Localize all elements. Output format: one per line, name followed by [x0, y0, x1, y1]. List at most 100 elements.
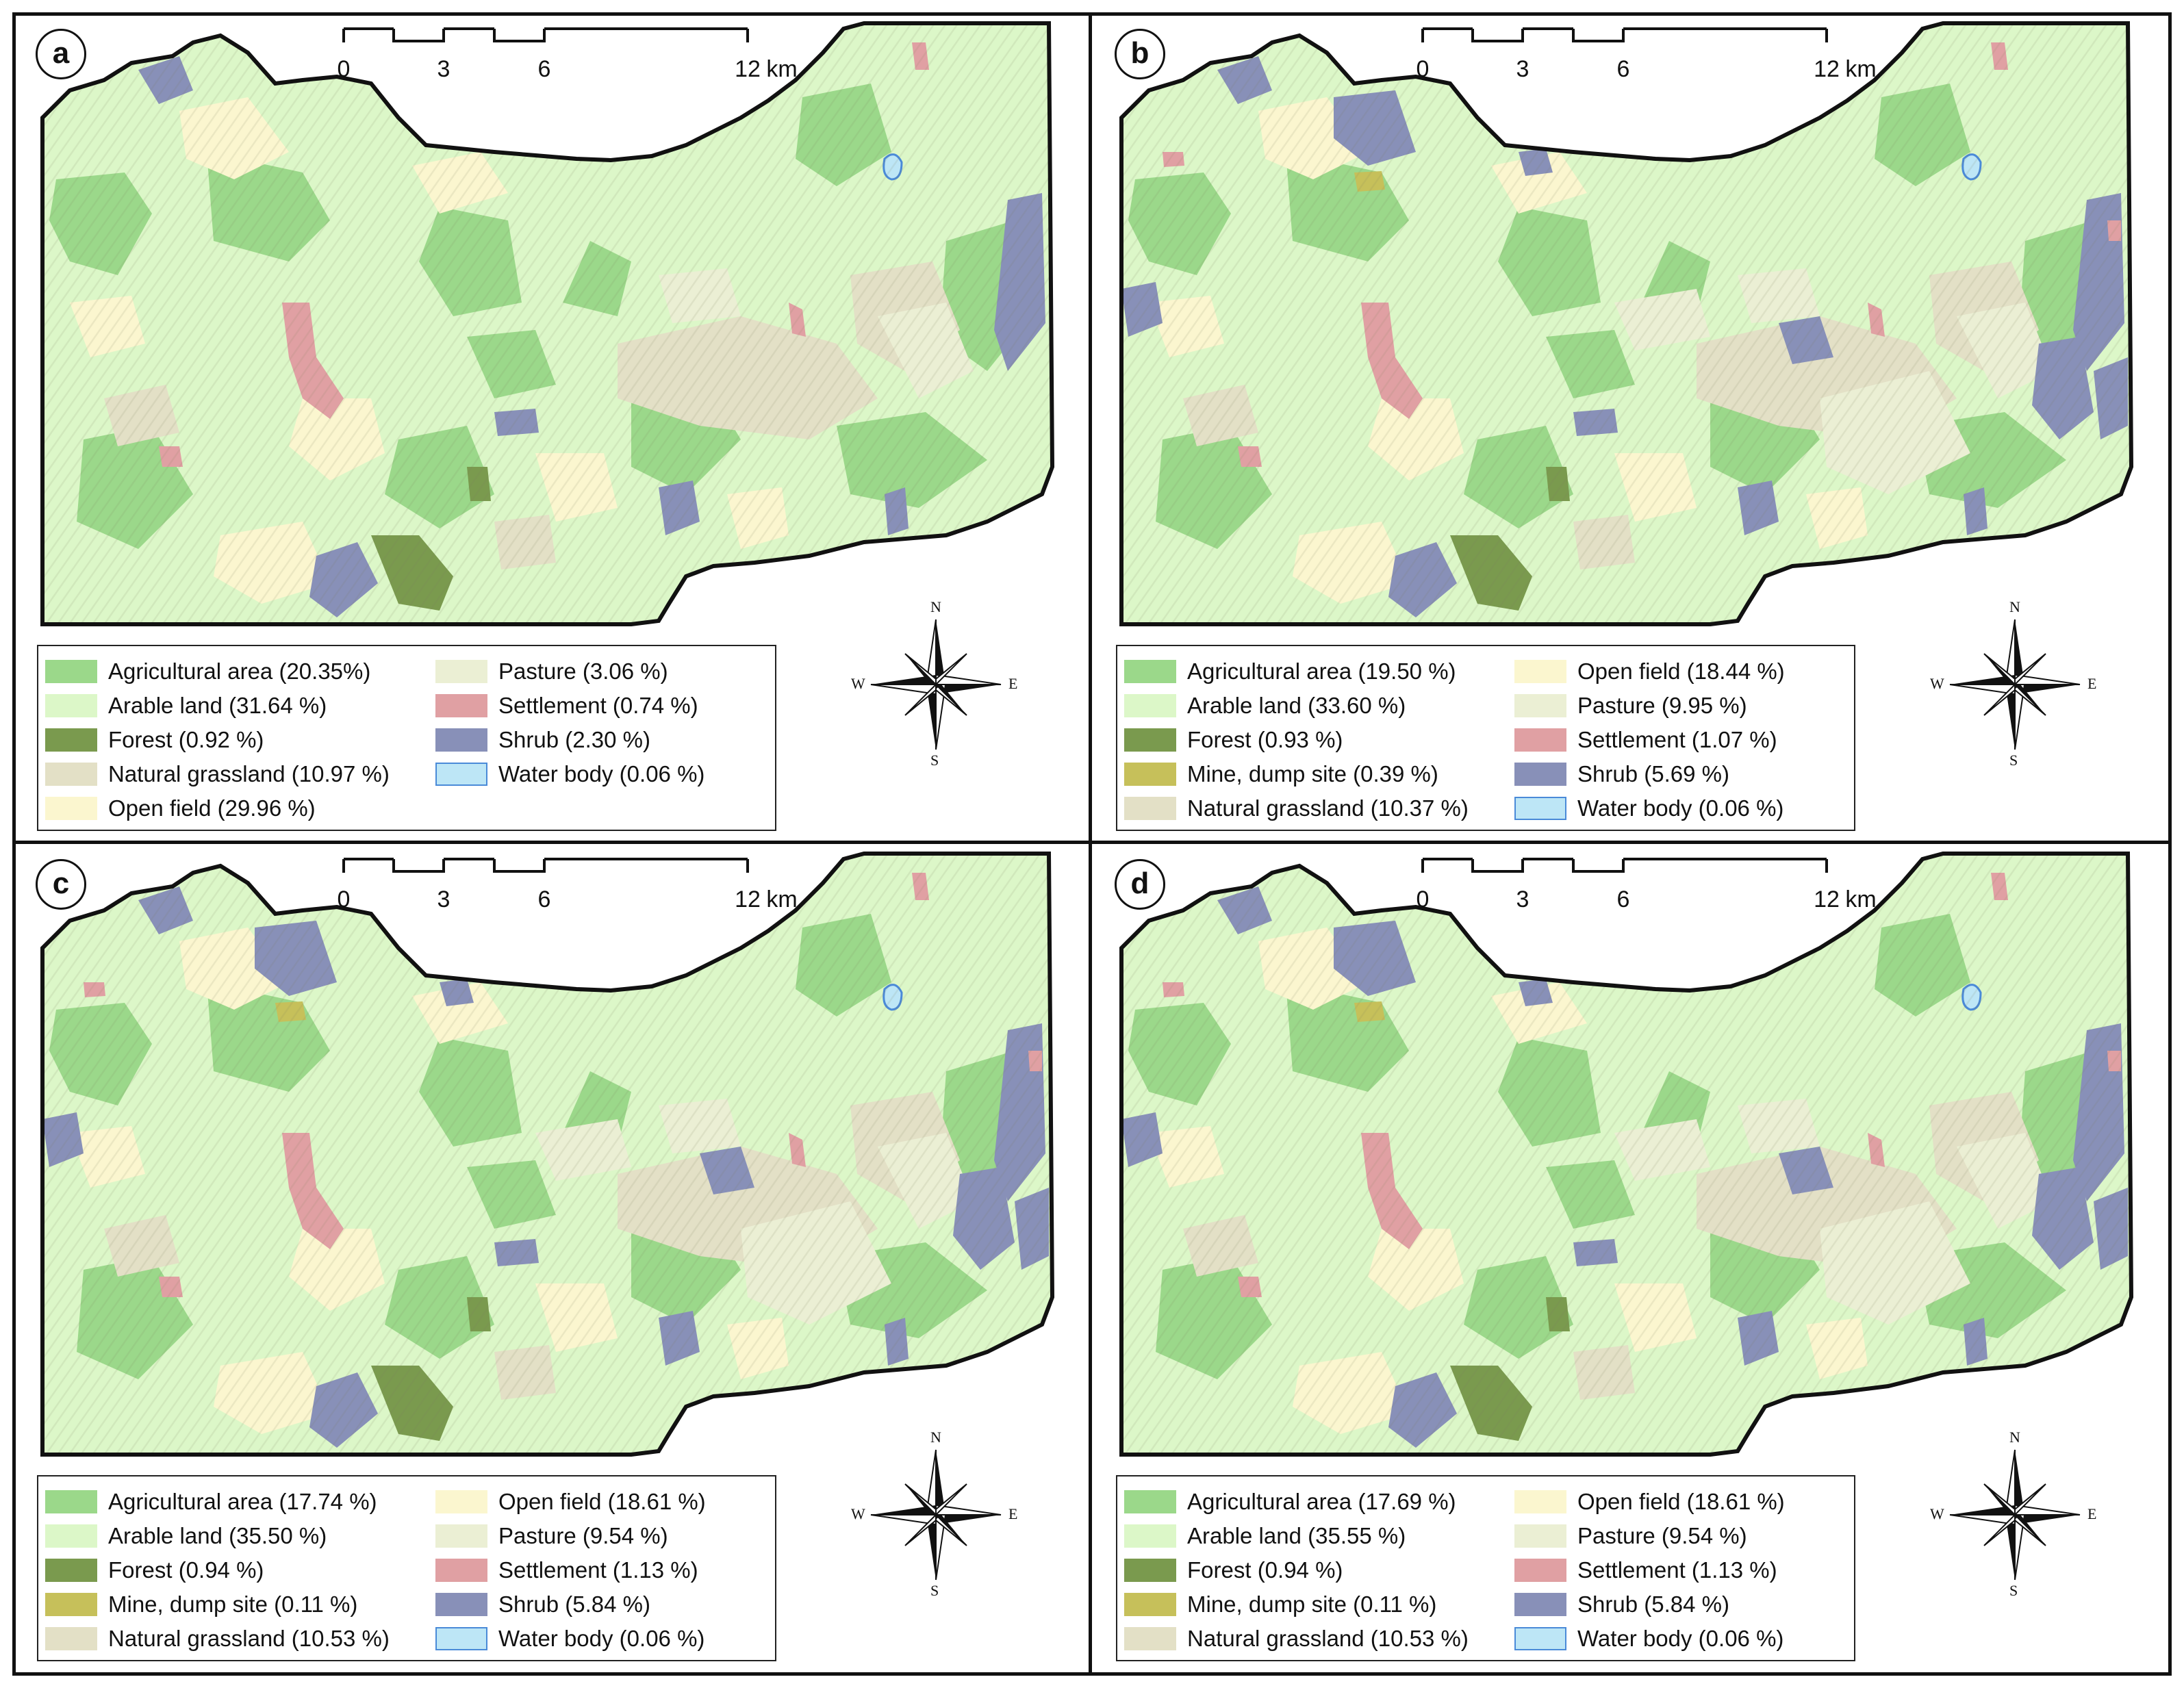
legend-item: Settlement (1.13 %): [435, 1553, 706, 1587]
compass-rose-icon: [870, 1449, 1002, 1581]
scale-tick-label: 0: [1416, 56, 1430, 82]
scale-tick-label: 3: [437, 886, 450, 912]
map-panel-a: a 0 3 6 12 km N S E W Agricultural area (20.35%) Ar…: [15, 15, 1090, 840]
legend-swatch: [1124, 763, 1176, 786]
legend-label: Natural grassland (10.97 %): [108, 761, 390, 787]
scale-unit-label: km: [766, 56, 798, 82]
legend-item: Settlement (1.07 %): [1514, 723, 1785, 757]
legend-item: Natural grassland (10.37 %): [1124, 791, 1469, 826]
legend-item: Mine, dump site (0.39 %): [1124, 757, 1469, 791]
legend-swatch: [1514, 694, 1566, 717]
legend-label: Arable land (31.64 %): [108, 693, 327, 718]
compass-rose-icon: [1949, 619, 2081, 750]
legend-swatch: [45, 763, 97, 786]
legend-item: Forest (0.92 %): [45, 723, 390, 757]
legend-column-left: Agricultural area (17.74 %) Arable land (…: [45, 1485, 390, 1656]
compass-letter-w: W: [851, 675, 865, 692]
panel-letter-label: a: [36, 29, 86, 79]
legend-swatch: [1124, 660, 1176, 683]
legend-label: Shrub (5.69 %): [1577, 761, 1729, 787]
scale-unit-label: km: [1845, 886, 1877, 912]
legend-item: Arable land (31.64 %): [45, 689, 390, 723]
scale-tick-label: 6: [537, 886, 551, 912]
scale-tick-label: 12: [735, 886, 761, 912]
legend-column-right: Open field (18.61 %) Pasture (9.54 %) Sett…: [435, 1485, 706, 1656]
figure-frame: [12, 12, 2172, 1676]
legend-swatch: [1514, 1559, 1566, 1582]
legend-column-left: Agricultural area (17.69 %) Arable land (…: [1124, 1485, 1469, 1656]
panel-divider-horizontal: [12, 841, 2172, 844]
legend-item: Pasture (9.95 %): [1514, 689, 1785, 723]
land-use-map: [1119, 21, 2134, 626]
legend-label: Arable land (35.55 %): [1187, 1523, 1406, 1548]
map-panel-c: c 0 3 6 12 km N S E W Agricultural area (17.74 %) A…: [15, 845, 1090, 1670]
legend-item: Shrub (5.84 %): [435, 1587, 706, 1622]
study-area-boundary: [1119, 852, 2134, 1457]
legend-label: Water body (0.06 %): [1577, 1626, 1784, 1651]
legend-item: Open field (29.96 %): [45, 791, 390, 826]
legend-swatch: [45, 694, 97, 717]
legend-item: Water body (0.06 %): [1514, 1622, 1785, 1656]
legend-swatch: [45, 1627, 97, 1650]
compass-rose-icon: [870, 619, 1002, 750]
legend-item: Agricultural area (17.69 %): [1124, 1485, 1469, 1519]
land-use-map: [40, 852, 1055, 1457]
north-arrow-compass: N S E W: [1930, 1429, 2097, 1599]
compass-letter-s: S: [2009, 1582, 2018, 1599]
scale-bar: 0 3 6 12 km: [316, 856, 798, 918]
legend-swatch: [45, 1524, 97, 1548]
legend-swatch: [435, 728, 487, 752]
compass-letter-n: N: [2009, 1429, 2020, 1446]
scale-tick-label: 6: [1616, 56, 1630, 82]
legend-swatch: [435, 660, 487, 683]
legend-column-right: Pasture (3.06 %) Settlement (0.74 %) Shrub…: [435, 654, 704, 791]
study-area-boundary: [1119, 21, 2134, 626]
legend-swatch: [1124, 1524, 1176, 1548]
legend-label: Settlement (1.13 %): [1577, 1557, 1777, 1583]
legend-swatch: [1124, 1559, 1176, 1582]
scale-bar: 0 3 6 12 km: [1395, 856, 1877, 918]
compass-letter-n: N: [930, 1429, 941, 1446]
panel-letter-label: d: [1115, 859, 1165, 910]
legend-swatch: [1124, 728, 1176, 752]
legend-label: Mine, dump site (0.11 %): [1187, 1591, 1437, 1617]
legend-swatch: [1124, 1627, 1176, 1650]
legend-item: Agricultural area (17.74 %): [45, 1485, 390, 1519]
land-use-map: [40, 21, 1055, 626]
scale-tick-label: 3: [437, 56, 450, 82]
compass-letter-n: N: [2009, 598, 2020, 615]
compass-letter-e: E: [1008, 675, 1018, 692]
legend-label: Pasture (3.06 %): [498, 658, 668, 684]
legend-swatch: [435, 1490, 487, 1513]
legend-label: Water body (0.06 %): [498, 761, 705, 787]
legend-label: Natural grassland (10.53 %): [108, 1626, 390, 1651]
legend-label: Pasture (9.54 %): [498, 1523, 668, 1548]
legend-label: Arable land (35.50 %): [108, 1523, 327, 1548]
compass-letter-w: W: [851, 1505, 865, 1522]
legend-item: Agricultural area (19.50 %): [1124, 654, 1469, 689]
north-arrow-compass: N S E W: [851, 1429, 1018, 1599]
legend-swatch: [1514, 1490, 1566, 1513]
legend-item: Pasture (9.54 %): [1514, 1519, 1785, 1553]
scale-tick-label: 3: [1516, 56, 1529, 82]
legend-label: Forest (0.93 %): [1187, 727, 1343, 752]
compass-letter-s: S: [930, 752, 939, 769]
legend-item: Natural grassland (10.53 %): [45, 1622, 390, 1656]
legend-label: Forest (0.94 %): [108, 1557, 264, 1583]
legend-item: Water body (0.06 %): [435, 757, 704, 791]
scale-bar-graphic: [342, 858, 749, 873]
legend-swatch: [435, 1559, 487, 1582]
legend-item: Forest (0.94 %): [1124, 1553, 1469, 1587]
legend-label: Agricultural area (20.35%): [108, 658, 371, 684]
map-legend: Agricultural area (19.50 %) Arable land (…: [1116, 645, 1855, 831]
land-use-map: [1119, 852, 2134, 1457]
scale-tick-label: 0: [1416, 886, 1430, 912]
map-panel-d: d 0 3 6 12 km N S E W Agricultural area (17.69 %) A…: [1094, 845, 2169, 1670]
legend-item: Open field (18.44 %): [1514, 654, 1785, 689]
legend-item: Natural grassland (10.97 %): [45, 757, 390, 791]
scale-bar: 0 3 6 12 km: [1395, 26, 1877, 88]
legend-swatch: [435, 1524, 487, 1548]
legend-label: Mine, dump site (0.11 %): [108, 1591, 358, 1617]
legend-swatch: [45, 1490, 97, 1513]
legend-column-right: Open field (18.44 %) Pasture (9.95 %) Sett…: [1514, 654, 1785, 826]
